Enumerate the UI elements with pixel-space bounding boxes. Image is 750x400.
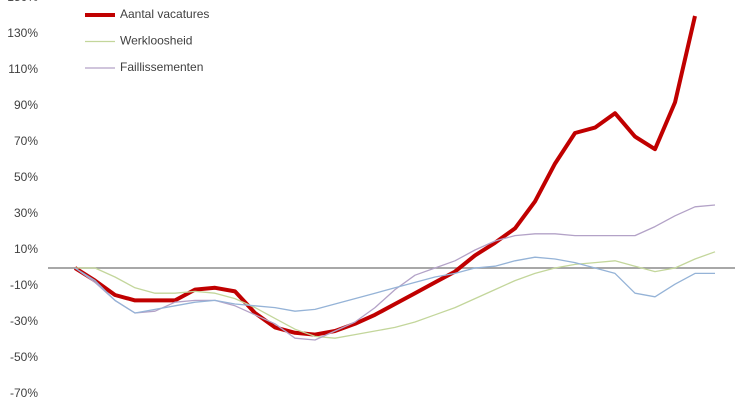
y-tick-label: 110% bbox=[8, 62, 38, 76]
y-tick-label: 30% bbox=[14, 206, 38, 220]
legend-label: Faillissementen bbox=[120, 60, 203, 74]
y-tick-label: 50% bbox=[14, 170, 38, 184]
y-tick-label: -70% bbox=[10, 386, 38, 400]
series-line bbox=[74, 256, 715, 314]
legend-label: Aantal vacatures bbox=[120, 7, 209, 21]
series-line bbox=[74, 204, 716, 341]
y-tick-label: -10% bbox=[10, 278, 38, 292]
series-line bbox=[75, 251, 716, 339]
y-tick-label: 10% bbox=[14, 242, 38, 256]
legend-label: Werkloosheid bbox=[120, 34, 192, 48]
y-tick-label: -30% bbox=[10, 314, 38, 328]
y-tick-label: 130% bbox=[7, 26, 38, 40]
series-line bbox=[73, 15, 697, 337]
y-tick-label: 70% bbox=[14, 134, 38, 148]
y-tick-label: -50% bbox=[10, 350, 38, 364]
y-tick-label: 150% bbox=[7, 0, 38, 4]
y-tick-label: 90% bbox=[14, 98, 38, 112]
